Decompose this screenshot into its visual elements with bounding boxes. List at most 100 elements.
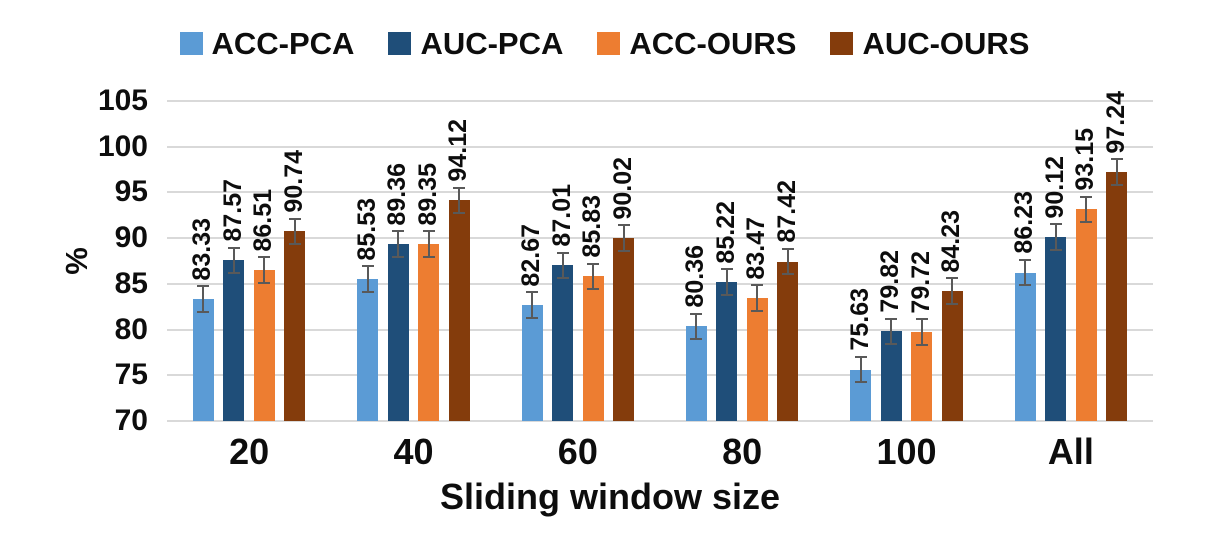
y-tick-label: 85 xyxy=(114,266,148,300)
bar-value-label: 89.35 xyxy=(413,162,442,226)
error-bar-cap-top xyxy=(1049,223,1062,226)
bar-value-label: 82.67 xyxy=(517,223,546,287)
error-bar-cap-bottom xyxy=(1080,221,1093,224)
bar-value-label: 87.01 xyxy=(547,184,576,247)
legend-swatch-icon xyxy=(597,32,621,55)
y-tick-label: 80 xyxy=(114,312,148,346)
plot-area: 83.33 87.57 86.51 90.74 85.53 89.36 89.35 94.12… xyxy=(167,91,1153,422)
error-bar xyxy=(622,224,625,252)
error-bar xyxy=(786,248,789,276)
bar-acc-ours-80 xyxy=(746,297,768,421)
y-tick-label: 95 xyxy=(114,175,148,209)
error-bar-cap-top xyxy=(453,186,466,189)
error-bar-cap-top xyxy=(258,256,271,259)
error-bar xyxy=(366,265,369,293)
legend-swatch-icon xyxy=(388,32,412,55)
error-bar xyxy=(232,246,235,275)
bar-acc-ours-60 xyxy=(582,276,604,421)
y-tick-label: 100 xyxy=(97,129,148,163)
bar-auc-ours-60 xyxy=(613,237,635,421)
bar-acc-pca-40 xyxy=(357,279,379,421)
bar-auc-pca-100 xyxy=(880,331,902,421)
bar-value-label: 87.42 xyxy=(772,180,801,244)
error-bar xyxy=(458,186,461,215)
error-bar-cap-bottom xyxy=(392,255,405,258)
bar-value-label: 83.33 xyxy=(188,217,217,281)
error-bar xyxy=(920,318,923,346)
error-bar-cap-bottom xyxy=(288,243,301,246)
error-bar xyxy=(202,285,205,313)
bar-value-label: 85.83 xyxy=(578,195,607,258)
x-axis-title: Sliding window size xyxy=(439,476,780,517)
error-bar xyxy=(756,284,759,312)
error-bar-cap-top xyxy=(556,251,569,254)
gridline xyxy=(167,328,1153,331)
error-bar-cap-bottom xyxy=(422,255,435,258)
bar-value-label: 90.12 xyxy=(1040,155,1069,219)
error-bar-cap-top xyxy=(526,291,539,294)
error-bar-cap-top xyxy=(227,246,240,249)
bar-acc-pca-all xyxy=(1014,272,1036,421)
error-bar-cap-bottom xyxy=(781,273,794,276)
error-bar-cap-top xyxy=(361,265,374,268)
legend-item-auc-pca: AUC-PCA xyxy=(388,28,563,59)
bar-value-label: 87.57 xyxy=(218,179,247,242)
error-bar-cap-top xyxy=(392,230,405,233)
y-tick-label: 105 xyxy=(97,84,148,117)
error-bar-cap-top xyxy=(854,355,867,358)
error-bar-cap-bottom xyxy=(885,342,898,345)
error-bar-cap-bottom xyxy=(1110,183,1123,186)
error-bar-cap-top xyxy=(1019,258,1032,261)
error-bar-cap-top xyxy=(946,277,959,280)
x-tick-label: All xyxy=(1047,431,1094,472)
error-bar-cap-bottom xyxy=(453,212,466,215)
error-bar-cap-top xyxy=(617,224,630,227)
gridline xyxy=(167,374,1153,377)
x-tick-label: 20 xyxy=(229,431,270,472)
error-bar xyxy=(561,251,564,280)
y-tick-label: 75 xyxy=(114,358,148,392)
error-bar-cap-top xyxy=(885,317,898,320)
bar-value-label: 86.51 xyxy=(249,188,278,252)
bar-value-label: 93.15 xyxy=(1071,128,1100,191)
error-bar xyxy=(1115,158,1118,186)
bar-auc-ours-100 xyxy=(941,290,963,421)
bar-value-label: 75.63 xyxy=(845,288,874,351)
gridline xyxy=(167,237,1153,240)
error-bar xyxy=(263,256,266,284)
gridline xyxy=(167,100,1153,102)
error-bar xyxy=(531,291,534,319)
error-bar-cap-bottom xyxy=(751,309,764,312)
error-bar-cap-bottom xyxy=(361,290,374,293)
error-bar xyxy=(1024,258,1027,287)
error-bar-cap-top xyxy=(751,284,764,287)
bar-value-label: 79.72 xyxy=(906,250,935,314)
legend-item-acc-ours: ACC-OURS xyxy=(597,28,796,59)
bar-value-label: 97.24 xyxy=(1101,90,1130,154)
bar-value-label: 84.23 xyxy=(937,209,966,273)
error-bar-cap-top xyxy=(915,318,928,321)
error-bar-cap-bottom xyxy=(197,310,210,313)
error-bar-cap-top xyxy=(422,230,435,233)
error-bar-cap-top xyxy=(720,268,733,271)
bar-acc-ours-20 xyxy=(253,270,275,421)
legend-label: ACC-PCA xyxy=(211,26,355,61)
error-bar-cap-bottom xyxy=(946,302,959,305)
x-tick-label: 40 xyxy=(393,431,434,472)
error-bar xyxy=(592,262,595,290)
bar-acc-pca-60 xyxy=(521,305,543,421)
bar-value-label: 80.36 xyxy=(681,245,710,308)
bar-value-label: 94.12 xyxy=(444,119,473,182)
legend-swatch-icon xyxy=(830,32,854,55)
error-bar-cap-bottom xyxy=(1019,284,1032,287)
error-bar-cap-top xyxy=(781,248,794,251)
error-bar xyxy=(725,268,728,296)
bar-auc-ours-20 xyxy=(284,231,306,421)
error-bar-cap-top xyxy=(690,312,703,315)
error-bar xyxy=(427,230,430,258)
bar-acc-ours-all xyxy=(1075,209,1097,421)
gridline xyxy=(167,145,1153,148)
error-bar xyxy=(859,355,862,384)
error-bar-cap-bottom xyxy=(227,272,240,275)
error-bar xyxy=(1085,195,1088,224)
